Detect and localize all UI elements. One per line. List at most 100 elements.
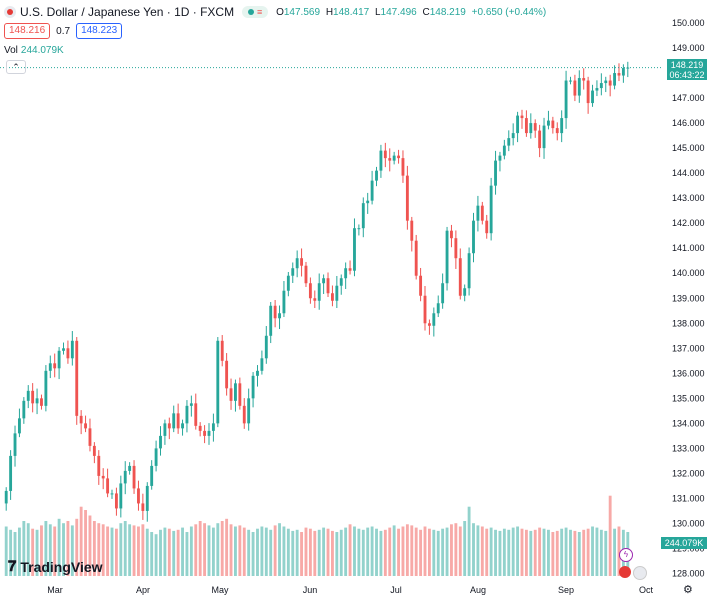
candle[interactable]: [480, 205, 484, 221]
candle[interactable]: [225, 360, 229, 389]
candle[interactable]: [591, 90, 594, 104]
candle[interactable]: [586, 80, 590, 104]
sell-button[interactable]: 148.216: [4, 23, 51, 39]
candle[interactable]: [31, 390, 35, 404]
candle[interactable]: [114, 493, 118, 509]
candle[interactable]: [17, 418, 21, 434]
us-flag-icon[interactable]: [633, 566, 647, 580]
candle[interactable]: [198, 425, 202, 431]
candle[interactable]: [463, 288, 467, 296]
candle[interactable]: [339, 278, 343, 286]
candle[interactable]: [251, 375, 255, 399]
candle[interactable]: [392, 155, 396, 161]
candle[interactable]: [427, 323, 431, 326]
market-status-icon[interactable]: ≡: [242, 6, 269, 18]
candle[interactable]: [353, 228, 356, 271]
candle[interactable]: [555, 128, 559, 134]
candle[interactable]: [176, 413, 180, 429]
candle[interactable]: [269, 305, 273, 336]
candle[interactable]: [273, 305, 277, 319]
candle[interactable]: [163, 423, 167, 436]
candle[interactable]: [577, 78, 581, 96]
candle[interactable]: [370, 180, 374, 201]
candle[interactable]: [573, 80, 577, 96]
candle[interactable]: [432, 313, 436, 326]
candle[interactable]: [330, 293, 334, 301]
candle[interactable]: [472, 220, 475, 254]
candle[interactable]: [405, 175, 409, 221]
candle[interactable]: [282, 290, 286, 314]
candle[interactable]: [211, 423, 215, 431]
candle[interactable]: [516, 115, 520, 134]
candle[interactable]: [414, 240, 418, 276]
candle[interactable]: [300, 258, 304, 266]
candle[interactable]: [256, 370, 259, 376]
candle[interactable]: [145, 485, 149, 511]
candle[interactable]: [70, 340, 74, 359]
candle[interactable]: [286, 275, 290, 291]
candle[interactable]: [375, 170, 378, 181]
candle[interactable]: [242, 405, 246, 424]
candle[interactable]: [441, 283, 445, 304]
candle[interactable]: [560, 118, 564, 134]
candle[interactable]: [454, 238, 458, 259]
candle[interactable]: [604, 80, 608, 84]
buy-button[interactable]: 148.223: [76, 23, 123, 39]
candle[interactable]: [185, 405, 189, 424]
symbol-title[interactable]: U.S. Dollar / Japanese Yen · 1D · FXCM: [20, 5, 235, 19]
candle[interactable]: [123, 470, 127, 484]
candle[interactable]: [529, 123, 533, 134]
candle[interactable]: [621, 68, 625, 76]
candle[interactable]: [26, 390, 30, 401]
candle[interactable]: [207, 430, 211, 436]
candle[interactable]: [401, 158, 405, 176]
chevron-up-icon[interactable]: ⌃: [6, 60, 26, 74]
candle[interactable]: [62, 348, 65, 351]
candle[interactable]: [366, 200, 370, 204]
candle[interactable]: [608, 80, 612, 86]
candle[interactable]: [599, 83, 603, 89]
candle[interactable]: [247, 398, 251, 424]
candle[interactable]: [137, 488, 140, 504]
candle[interactable]: [194, 403, 198, 426]
candle[interactable]: [485, 220, 489, 234]
candle[interactable]: [141, 503, 145, 511]
candle[interactable]: [92, 445, 96, 456]
candle[interactable]: [582, 78, 586, 81]
candle[interactable]: [533, 123, 537, 131]
candle[interactable]: [57, 350, 61, 369]
candle[interactable]: [511, 133, 515, 139]
candle[interactable]: [498, 155, 502, 161]
candle[interactable]: [357, 228, 361, 230]
candle[interactable]: [88, 428, 92, 446]
candle[interactable]: [220, 340, 224, 361]
candle[interactable]: [476, 205, 480, 221]
candle[interactable]: [110, 493, 114, 495]
candle[interactable]: [383, 150, 387, 159]
candle[interactable]: [595, 88, 599, 91]
candle[interactable]: [167, 423, 171, 429]
candle[interactable]: [524, 118, 528, 134]
candle[interactable]: [313, 298, 317, 301]
candle[interactable]: [348, 268, 352, 271]
candle[interactable]: [317, 283, 321, 301]
candle[interactable]: [617, 73, 621, 76]
candle[interactable]: [379, 150, 383, 171]
candle[interactable]: [203, 430, 207, 436]
candle[interactable]: [97, 455, 101, 476]
candle[interactable]: [4, 490, 8, 504]
candle[interactable]: [551, 120, 555, 129]
candle[interactable]: [48, 363, 52, 371]
candle[interactable]: [22, 400, 26, 419]
candle[interactable]: [419, 275, 423, 296]
candle[interactable]: [181, 423, 184, 429]
candle[interactable]: [172, 413, 176, 429]
candle[interactable]: [569, 80, 572, 82]
gear-icon[interactable]: ⚙: [683, 584, 693, 596]
candle[interactable]: [101, 475, 105, 479]
candle[interactable]: [436, 303, 440, 314]
candle[interactable]: [53, 363, 57, 369]
candle[interactable]: [106, 478, 110, 494]
candle[interactable]: [538, 130, 542, 149]
